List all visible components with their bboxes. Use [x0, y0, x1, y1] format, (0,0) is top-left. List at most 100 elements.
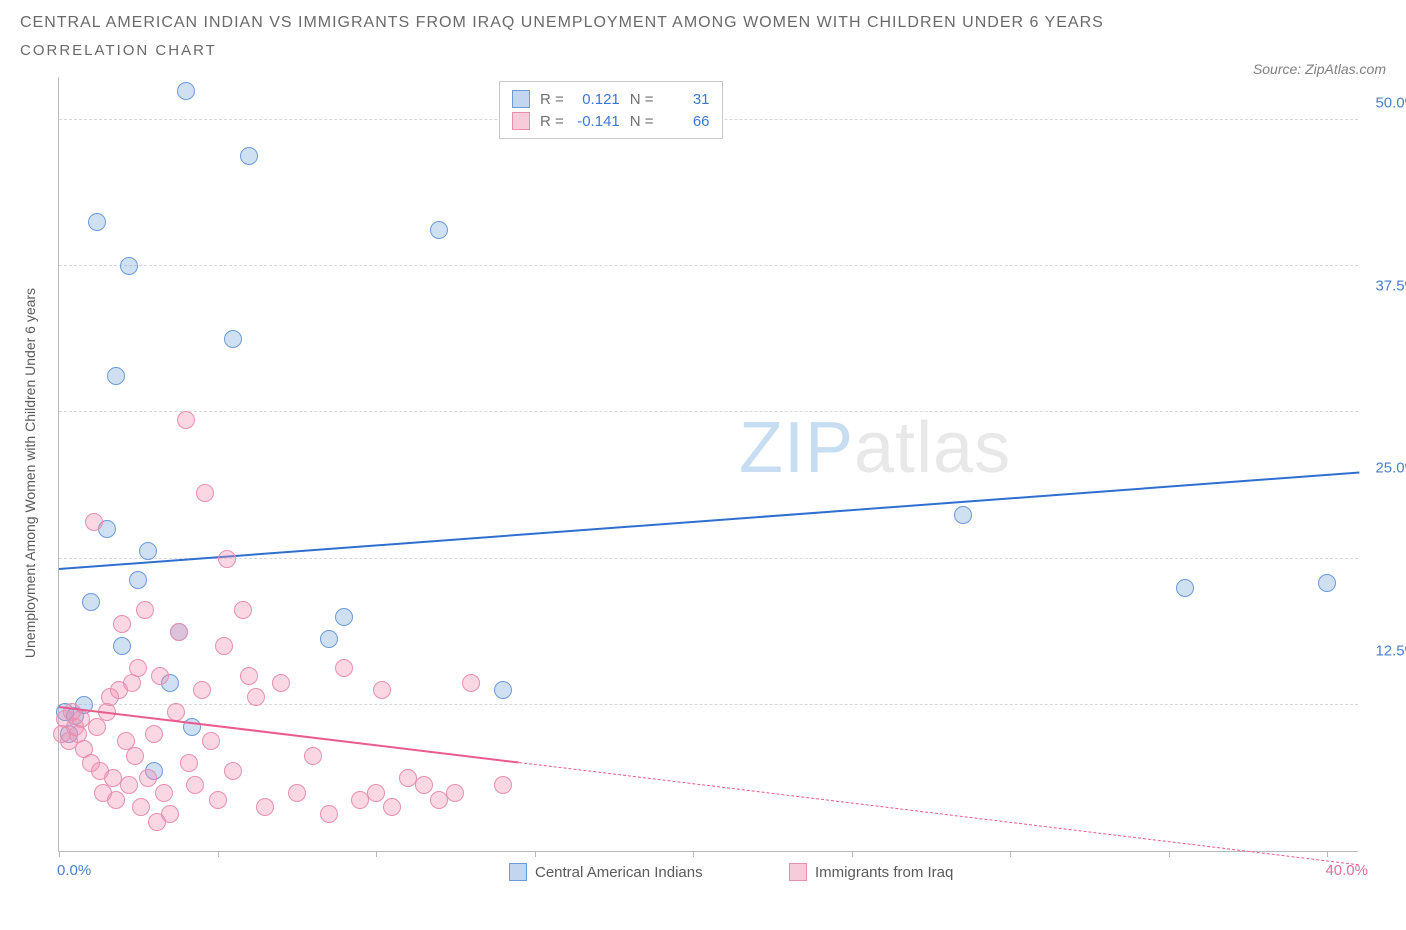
scatter-point — [320, 630, 338, 648]
stats-row: R = 0.121 N = 31 — [512, 88, 710, 110]
scatter-point — [240, 667, 258, 685]
scatter-point — [196, 484, 214, 502]
x-tick — [59, 851, 60, 857]
page-subtitle: CORRELATION CHART — [20, 42, 217, 59]
scatter-point — [151, 667, 169, 685]
scatter-point — [446, 784, 464, 802]
scatter-point — [494, 681, 512, 699]
scatter-point — [335, 608, 353, 626]
scatter-point — [234, 601, 252, 619]
y-tick-label: 37.5% — [1368, 277, 1406, 294]
x-tick — [218, 851, 219, 857]
scatter-point — [155, 784, 173, 802]
scatter-point — [85, 513, 103, 531]
x-tick — [693, 851, 694, 857]
scatter-point — [82, 593, 100, 611]
scatter-point — [193, 681, 211, 699]
scatter-point — [88, 213, 106, 231]
r-value: -0.141 — [574, 113, 620, 130]
scatter-point — [177, 411, 195, 429]
scatter-point — [240, 147, 258, 165]
gridline — [59, 558, 1358, 559]
scatter-point — [224, 762, 242, 780]
scatter-point — [218, 550, 236, 568]
x-tick — [1327, 851, 1328, 857]
scatter-point — [139, 542, 157, 560]
scatter-point — [272, 674, 290, 692]
scatter-point — [954, 506, 972, 524]
trend-line-extrapolation — [519, 762, 1359, 865]
n-value: 31 — [664, 91, 710, 108]
legend-swatch — [789, 863, 807, 881]
x-tick — [852, 851, 853, 857]
scatter-point — [113, 637, 131, 655]
y-tick-label: 25.0% — [1368, 460, 1406, 477]
legend-swatch — [512, 112, 530, 130]
legend-item: Immigrants from Iraq — [789, 863, 953, 881]
scatter-point — [132, 798, 150, 816]
scatter-point — [247, 688, 265, 706]
gridline — [59, 265, 1358, 266]
scatter-point — [304, 747, 322, 765]
y-axis-label: Unemployment Among Women with Children U… — [22, 287, 38, 657]
scatter-point — [256, 798, 274, 816]
x-tick — [1169, 851, 1170, 857]
scatter-point — [202, 732, 220, 750]
plot-area: 12.5%25.0%37.5%50.0%0.0%40.0%ZIPatlasR =… — [58, 77, 1358, 852]
scatter-point — [107, 791, 125, 809]
scatter-point — [136, 601, 154, 619]
scatter-point — [415, 776, 433, 794]
x-tick — [535, 851, 536, 857]
scatter-point — [462, 674, 480, 692]
scatter-point — [320, 805, 338, 823]
scatter-point — [180, 754, 198, 772]
r-value: 0.121 — [574, 91, 620, 108]
scatter-point — [170, 623, 188, 641]
scatter-point — [373, 681, 391, 699]
scatter-point — [494, 776, 512, 794]
y-tick-label: 12.5% — [1368, 643, 1406, 660]
source-attribution: Source: ZipAtlas.com — [1253, 61, 1386, 77]
scatter-point — [1176, 579, 1194, 597]
x-axis-min-label: 0.0% — [57, 862, 91, 879]
scatter-point — [224, 330, 242, 348]
page-title: CENTRAL AMERICAN INDIAN VS IMMIGRANTS FR… — [20, 14, 1386, 32]
scatter-point — [107, 367, 125, 385]
scatter-point — [145, 725, 163, 743]
r-label: R = — [540, 113, 564, 130]
scatter-point — [335, 659, 353, 677]
legend-swatch — [509, 863, 527, 881]
legend-label: Central American Indians — [535, 864, 703, 881]
n-label: N = — [630, 91, 654, 108]
scatter-point — [209, 791, 227, 809]
r-label: R = — [540, 91, 564, 108]
trend-line — [59, 472, 1359, 571]
scatter-point — [367, 784, 385, 802]
scatter-point — [129, 659, 147, 677]
legend-label: Immigrants from Iraq — [815, 864, 953, 881]
scatter-point — [113, 615, 131, 633]
n-label: N = — [630, 113, 654, 130]
x-tick — [1010, 851, 1011, 857]
scatter-point — [120, 776, 138, 794]
scatter-point — [215, 637, 233, 655]
correlation-chart: Unemployment Among Women with Children U… — [58, 77, 1386, 852]
scatter-point — [120, 257, 138, 275]
x-axis-max-label: 40.0% — [1325, 862, 1368, 879]
n-value: 66 — [664, 113, 710, 130]
scatter-point — [161, 805, 179, 823]
scatter-point — [139, 769, 157, 787]
scatter-point — [288, 784, 306, 802]
scatter-point — [1318, 574, 1336, 592]
scatter-point — [129, 571, 147, 589]
y-tick-label: 50.0% — [1368, 94, 1406, 111]
scatter-point — [126, 747, 144, 765]
legend-swatch — [512, 90, 530, 108]
stats-row: R = -0.141 N = 66 — [512, 110, 710, 132]
scatter-point — [430, 221, 448, 239]
watermark: ZIPatlas — [739, 407, 1011, 489]
legend-item: Central American Indians — [509, 863, 703, 881]
scatter-point — [186, 776, 204, 794]
correlation-stats-box: R = 0.121 N = 31 R = -0.141 N = 66 — [499, 81, 723, 139]
gridline — [59, 411, 1358, 412]
